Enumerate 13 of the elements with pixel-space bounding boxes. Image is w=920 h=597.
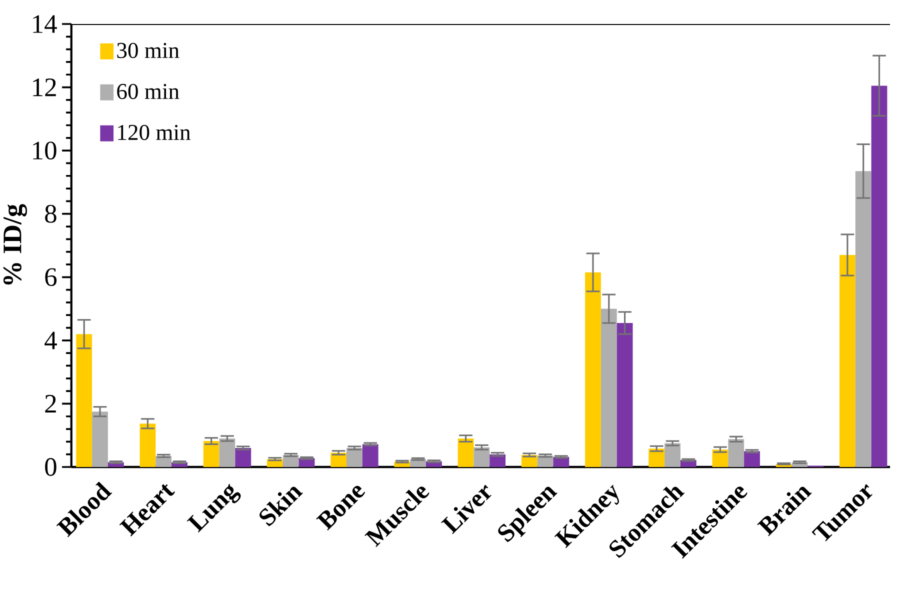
legend-label: 60 min (117, 84, 180, 100)
y-tick-label: 8 (45, 204, 56, 223)
x-tick-label: Skin (260, 486, 303, 526)
y-tick-label: 12 (33, 78, 56, 96)
legend-label: 120 min (118, 124, 190, 140)
y-tick-label: 4 (44, 332, 57, 350)
y-tick-label: 6 (45, 268, 57, 286)
y-axis-title: % ID/g (3, 204, 27, 284)
y-tick-label: 2 (45, 394, 56, 413)
y-tick-label: 10 (33, 142, 56, 160)
y-tick-label: 14 (33, 15, 57, 33)
y-tick-label: 0 (45, 458, 56, 476)
legend-label: 30 min (117, 42, 180, 58)
